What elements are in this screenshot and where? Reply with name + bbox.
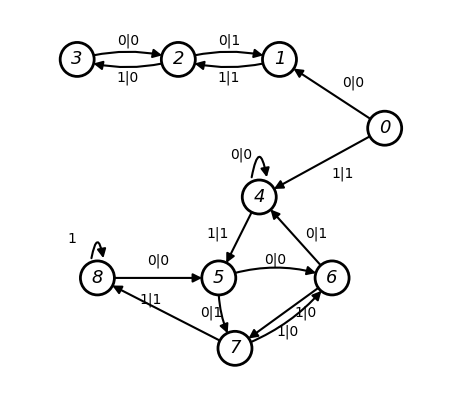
Text: 1|0: 1|0 (295, 306, 317, 320)
Text: 1|1: 1|1 (140, 292, 162, 307)
Text: 4: 4 (254, 188, 265, 206)
Text: 1|0: 1|0 (117, 71, 139, 85)
Text: 0: 0 (379, 119, 391, 137)
FancyArrowPatch shape (91, 242, 105, 258)
Text: 1|1: 1|1 (332, 167, 354, 181)
Text: 1: 1 (67, 232, 76, 246)
Circle shape (161, 43, 195, 76)
Text: 3: 3 (72, 50, 83, 69)
Text: 0|1: 0|1 (201, 306, 223, 320)
Text: 1|0: 1|0 (276, 324, 299, 339)
Circle shape (81, 261, 114, 295)
Circle shape (202, 261, 236, 295)
Text: 6: 6 (326, 269, 338, 287)
Text: 0|0: 0|0 (147, 254, 169, 268)
Circle shape (368, 111, 401, 145)
Text: 0|1: 0|1 (218, 33, 240, 48)
Text: 0|0: 0|0 (342, 75, 364, 90)
Circle shape (242, 180, 276, 214)
Text: 2: 2 (173, 50, 184, 69)
Text: 5: 5 (213, 269, 225, 287)
Text: 0|1: 0|1 (305, 226, 328, 241)
Circle shape (218, 331, 252, 365)
Text: 1|1: 1|1 (207, 226, 229, 241)
Circle shape (315, 261, 349, 295)
Text: 8: 8 (91, 269, 103, 287)
Text: 7: 7 (229, 339, 241, 357)
Circle shape (60, 43, 94, 76)
Text: 0|0: 0|0 (230, 148, 253, 162)
FancyArrowPatch shape (252, 157, 269, 177)
Circle shape (263, 43, 296, 76)
Text: 1: 1 (274, 50, 285, 69)
Text: 0|0: 0|0 (264, 253, 286, 268)
Text: 1|1: 1|1 (218, 71, 240, 85)
Text: 0|0: 0|0 (117, 33, 139, 48)
